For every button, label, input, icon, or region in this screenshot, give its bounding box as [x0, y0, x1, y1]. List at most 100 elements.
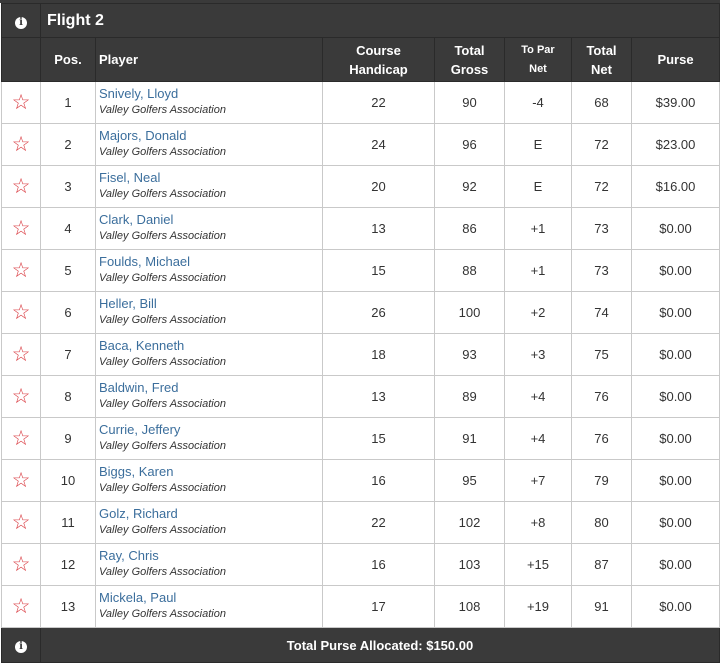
favorite-cell: ☆ — [1, 291, 41, 334]
total-gross: 96 — [434, 123, 505, 166]
player-name-link[interactable]: Mickela, Paul — [99, 590, 177, 605]
course-handicap: 13 — [322, 207, 435, 250]
player-name-link[interactable]: Heller, Bill — [99, 296, 157, 311]
player-name-link[interactable]: Baldwin, Fred — [99, 380, 179, 395]
player-name-link[interactable]: Currie, Jeffery — [99, 422, 181, 437]
to-par-net: -4 — [504, 81, 572, 124]
player-cell: Baldwin, Fred Valley Golfers Association — [95, 375, 323, 418]
total-gross: 86 — [434, 207, 505, 250]
to-par-net: E — [504, 165, 572, 208]
star-outline-icon[interactable]: ☆ — [11, 342, 31, 366]
player-association: Valley Golfers Association — [99, 314, 226, 326]
player-name-link[interactable]: Ray, Chris — [99, 548, 159, 563]
footer-info-cell: i — [1, 627, 41, 663]
total-purse-allocated: Total Purse Allocated: $150.00 — [39, 627, 720, 663]
purse: $0.00 — [630, 501, 720, 544]
table-row: ☆ 11 Golz, Richard Valley Golfers Associati… — [1, 501, 720, 544]
star-outline-icon[interactable]: ☆ — [11, 594, 31, 618]
star-outline-icon[interactable]: ☆ — [11, 216, 31, 240]
position: 1 — [40, 81, 96, 124]
purse: $16.00 — [630, 165, 720, 208]
course-handicap: 16 — [322, 543, 435, 586]
purse: $23.00 — [630, 123, 720, 166]
total-net: 75 — [571, 333, 632, 376]
total-net: 72 — [571, 123, 632, 166]
total-net: 74 — [571, 291, 632, 334]
purse: $39.00 — [630, 81, 720, 124]
player-cell: Clark, Daniel Valley Golfers Association — [95, 207, 323, 250]
flight-title: Flight 2 — [39, 3, 720, 38]
player-cell: Baca, Kenneth Valley Golfers Association — [95, 333, 323, 376]
table-row: ☆ 7 Baca, Kenneth Valley Golfers Associatio… — [1, 333, 720, 376]
total-net: 73 — [571, 207, 632, 250]
position: 12 — [40, 543, 96, 586]
star-outline-icon[interactable]: ☆ — [11, 552, 31, 576]
position: 5 — [40, 249, 96, 292]
header-to-par-net: To Par Net — [504, 37, 572, 82]
player-name-link[interactable]: Biggs, Karen — [99, 464, 174, 479]
to-par-net: +3 — [504, 333, 572, 376]
player-name-link[interactable]: Baca, Kenneth — [99, 338, 185, 353]
star-outline-icon[interactable]: ☆ — [11, 510, 31, 534]
star-outline-icon[interactable]: ☆ — [11, 132, 31, 156]
star-outline-icon[interactable]: ☆ — [11, 426, 31, 450]
course-handicap: 13 — [322, 375, 435, 418]
player-cell: Snively, Lloyd Valley Golfers Association — [95, 81, 323, 124]
player-association: Valley Golfers Association — [99, 398, 226, 410]
to-par-net: +19 — [504, 585, 572, 628]
total-gross: 102 — [434, 501, 505, 544]
total-net: 72 — [571, 165, 632, 208]
header-total-net: Total Net — [571, 37, 632, 82]
total-net: 87 — [571, 543, 632, 586]
table-row: ☆ 5 Foulds, Michael Valley Golfers Associat… — [1, 249, 720, 292]
total-gross: 103 — [434, 543, 505, 586]
top-border — [0, 0, 720, 3]
star-outline-icon[interactable]: ☆ — [11, 300, 31, 324]
info-icon[interactable]: i — [15, 641, 27, 653]
player-name-link[interactable]: Majors, Donald — [99, 128, 187, 143]
course-handicap: 24 — [322, 123, 435, 166]
position: 13 — [40, 585, 96, 628]
star-outline-icon[interactable]: ☆ — [11, 468, 31, 492]
table-row: ☆ 12 Ray, Chris Valley Golfers Association 1… — [1, 543, 720, 586]
to-par-net: +1 — [504, 249, 572, 292]
to-par-net: +8 — [504, 501, 572, 544]
table-row: ☆ 4 Clark, Daniel Valley Golfers Associatio… — [1, 207, 720, 250]
star-outline-icon[interactable]: ☆ — [11, 174, 31, 198]
leaderboard-table: i Flight 2 Pos. Player Course Handicap To… — [1, 3, 720, 663]
player-name-link[interactable]: Fisel, Neal — [99, 170, 161, 185]
position: 9 — [40, 417, 96, 460]
favorite-cell: ☆ — [1, 375, 41, 418]
player-name-link[interactable]: Golz, Richard — [99, 506, 178, 521]
favorite-cell: ☆ — [1, 207, 41, 250]
purse: $0.00 — [630, 207, 720, 250]
table-row: ☆ 3 Fisel, Neal Valley Golfers Association 2… — [1, 165, 720, 208]
total-gross: 93 — [434, 333, 505, 376]
total-gross: 100 — [434, 291, 505, 334]
course-handicap: 16 — [322, 459, 435, 502]
info-icon[interactable]: i — [15, 16, 27, 29]
star-outline-icon[interactable]: ☆ — [11, 384, 31, 408]
course-handicap: 20 — [322, 165, 435, 208]
player-association: Valley Golfers Association — [99, 608, 226, 620]
position: 7 — [40, 333, 96, 376]
favorite-cell: ☆ — [1, 543, 41, 586]
total-net: 68 — [571, 81, 632, 124]
position: 10 — [40, 459, 96, 502]
player-name-link[interactable]: Snively, Lloyd — [99, 86, 179, 101]
header-pos: Pos. — [40, 37, 96, 82]
favorite-cell: ☆ — [1, 81, 41, 124]
player-association: Valley Golfers Association — [99, 272, 226, 284]
total-gross: 89 — [434, 375, 505, 418]
star-outline-icon[interactable]: ☆ — [11, 258, 31, 282]
purse: $0.00 — [630, 417, 720, 460]
header-favorite — [1, 37, 41, 82]
player-name-link[interactable]: Foulds, Michael — [99, 254, 191, 269]
player-association: Valley Golfers Association — [99, 104, 226, 116]
course-handicap: 22 — [322, 501, 435, 544]
course-handicap: 22 — [322, 81, 435, 124]
position: 2 — [40, 123, 96, 166]
star-outline-icon[interactable]: ☆ — [11, 90, 31, 114]
favorite-cell: ☆ — [1, 249, 41, 292]
player-name-link[interactable]: Clark, Daniel — [99, 212, 174, 227]
